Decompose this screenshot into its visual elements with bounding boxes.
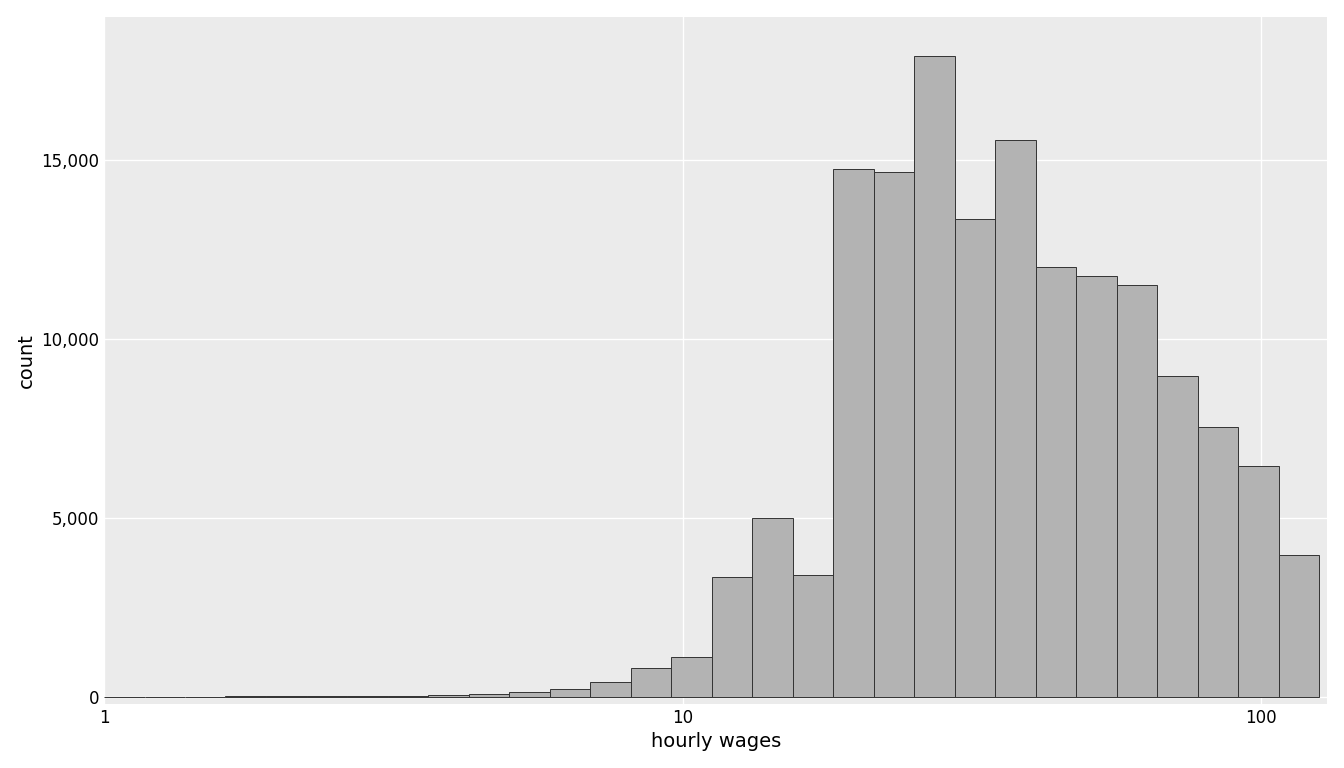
Bar [793,575,833,697]
Bar [1278,555,1320,697]
Bar [833,169,874,697]
Bar [1157,376,1198,697]
Bar [1117,285,1157,697]
Bar [1198,426,1238,697]
Bar [914,56,954,697]
Bar [509,692,550,697]
Bar [753,518,793,697]
Bar [387,696,429,697]
Bar [995,140,1036,697]
Bar [1238,466,1278,697]
X-axis label: hourly wages: hourly wages [650,733,781,751]
Bar [630,668,671,697]
Bar [469,694,509,697]
Bar [1077,276,1117,697]
Bar [671,657,712,697]
Bar [550,689,590,697]
Bar [874,172,914,697]
Bar [954,219,995,697]
Bar [712,577,753,697]
Bar [590,682,630,697]
Bar [429,695,469,697]
Bar [1036,267,1077,697]
Y-axis label: count: count [16,333,36,388]
